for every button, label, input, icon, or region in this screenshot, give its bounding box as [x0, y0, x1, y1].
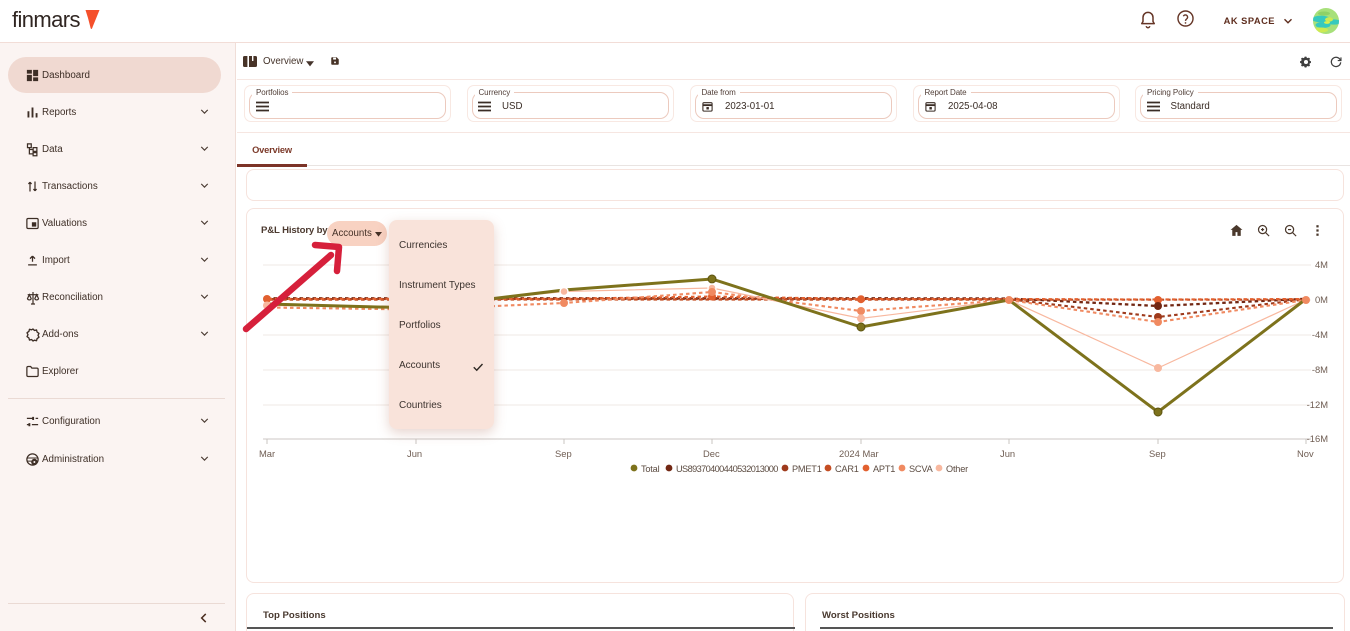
svg-text:SCVA: SCVA — [909, 464, 934, 474]
svg-text:0M: 0M — [1315, 294, 1328, 305]
svg-text:4M: 4M — [1315, 259, 1328, 270]
svg-text:-4M: -4M — [1312, 329, 1328, 340]
svg-text:finmars: finmars — [12, 7, 81, 32]
svg-text:Sep: Sep — [555, 448, 572, 459]
svg-text:Jun: Jun — [1000, 448, 1015, 459]
svg-text:Nov: Nov — [1297, 448, 1314, 459]
svg-text:Sep: Sep — [1149, 448, 1166, 459]
svg-text:-12M: -12M — [1307, 399, 1329, 410]
svg-text:PMET1: PMET1 — [792, 464, 822, 474]
svg-text:-16M: -16M — [1307, 433, 1329, 444]
svg-text:US89370400440532013000: US89370400440532013000 — [676, 464, 778, 474]
svg-text:Mar: Mar — [259, 448, 275, 459]
svg-text:Dec: Dec — [703, 448, 720, 459]
svg-text:Jun: Jun — [407, 448, 422, 459]
svg-text:Total: Total — [641, 464, 660, 474]
svg-text:CAR1: CAR1 — [835, 464, 859, 474]
svg-text:-8M: -8M — [1312, 364, 1328, 375]
svg-text:2024 Mar: 2024 Mar — [839, 448, 879, 459]
svg-text:Other: Other — [946, 464, 968, 474]
svg-text:APT1: APT1 — [873, 464, 895, 474]
